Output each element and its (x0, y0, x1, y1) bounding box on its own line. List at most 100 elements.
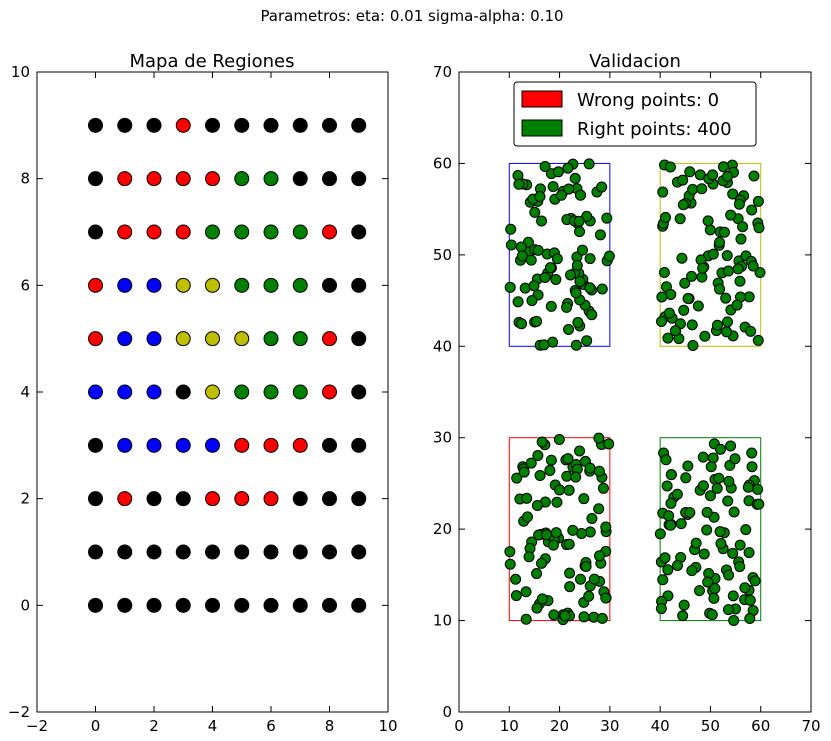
validation-point (711, 319, 723, 331)
y-tick-label: 60 (433, 154, 452, 172)
validation-point (535, 557, 547, 569)
validation-point (562, 162, 574, 174)
validation-point (752, 195, 764, 207)
region-point (234, 491, 250, 507)
region-point (263, 491, 279, 507)
y-tick-label: 40 (433, 337, 452, 355)
validation-point (720, 292, 732, 304)
validation-point (731, 299, 743, 311)
validation-point (584, 282, 596, 294)
region-point (205, 117, 220, 133)
region-point (234, 171, 250, 187)
region-point (205, 171, 220, 187)
validation-point (550, 527, 562, 539)
validation-point (505, 223, 517, 235)
validation-point (702, 576, 714, 588)
region-point (292, 597, 308, 613)
validation-point (722, 604, 734, 616)
validation-point (561, 301, 573, 313)
region-point (263, 117, 279, 133)
validation-point (675, 518, 687, 530)
region-point (263, 544, 279, 560)
validation-point (739, 582, 751, 594)
validation-point (654, 528, 666, 540)
validation-point (531, 315, 543, 327)
region-point (292, 437, 308, 453)
validation-point (547, 181, 559, 193)
validation-point (545, 454, 557, 466)
validation-point (744, 613, 756, 625)
validation-point (571, 259, 583, 271)
validation-point (746, 461, 758, 473)
validation-point (732, 263, 744, 275)
validation-point (570, 471, 582, 483)
validation-point (516, 250, 528, 262)
validation-point (505, 239, 517, 251)
region-point (117, 117, 133, 133)
validation-point (596, 612, 608, 624)
y-tick-label: 4 (20, 383, 30, 401)
y-tick-label: 8 (20, 170, 30, 188)
validation-point (512, 296, 524, 308)
validation-point (534, 469, 546, 481)
region-point (351, 224, 367, 240)
region-point (234, 224, 250, 240)
validation-point (553, 433, 565, 445)
validation-point (686, 565, 698, 577)
y-tick-label: −2 (8, 703, 30, 721)
region-point (117, 597, 133, 613)
validation-point (727, 188, 739, 200)
validation-point (584, 462, 596, 474)
x-tick-label: 0 (454, 717, 464, 735)
region-point (322, 224, 337, 240)
region-point (292, 224, 308, 240)
validation-point (669, 325, 681, 337)
legend-box (513, 81, 757, 147)
region-point (146, 277, 162, 293)
validation-point (722, 265, 734, 277)
validation-point (581, 210, 593, 222)
region-point (292, 277, 308, 293)
region-point (175, 171, 191, 187)
y-tick-label: 0 (442, 703, 452, 721)
validation-point (744, 594, 756, 606)
validation-point (584, 253, 596, 265)
validation-point (661, 480, 673, 492)
region-point (88, 597, 103, 613)
region-point (234, 597, 250, 613)
validation-point (687, 183, 699, 195)
validation-point (596, 283, 608, 295)
validation-point (678, 599, 690, 611)
x-tick-label: 4 (208, 717, 218, 735)
validation-point (596, 181, 608, 193)
validation-point (714, 443, 726, 455)
region-point (88, 117, 103, 133)
validation-point (564, 567, 576, 579)
validation-point (572, 316, 584, 328)
validation-point (704, 224, 716, 236)
validation-point (504, 546, 516, 558)
region-point (88, 544, 103, 560)
validation-point (563, 183, 575, 195)
validation-point (713, 472, 725, 484)
validation-point (656, 291, 668, 303)
validation-point (581, 335, 593, 347)
validation-point (714, 283, 726, 295)
region-point (175, 437, 191, 453)
region-point (322, 171, 337, 187)
validation-point (574, 445, 586, 457)
validation-point (550, 273, 562, 285)
region-point (146, 491, 162, 507)
region-point (205, 544, 220, 560)
validation-point (525, 254, 537, 266)
region-point (322, 437, 337, 453)
x-tick-label: 10 (378, 717, 397, 735)
validation-point (745, 325, 757, 337)
validation-point (737, 221, 749, 233)
region-point (263, 384, 279, 400)
validation-point (594, 229, 606, 241)
validation-point (701, 524, 713, 536)
region-point (117, 224, 133, 240)
region-point (146, 597, 162, 613)
legend-label-wrong: Wrong points: 0 (577, 90, 719, 111)
